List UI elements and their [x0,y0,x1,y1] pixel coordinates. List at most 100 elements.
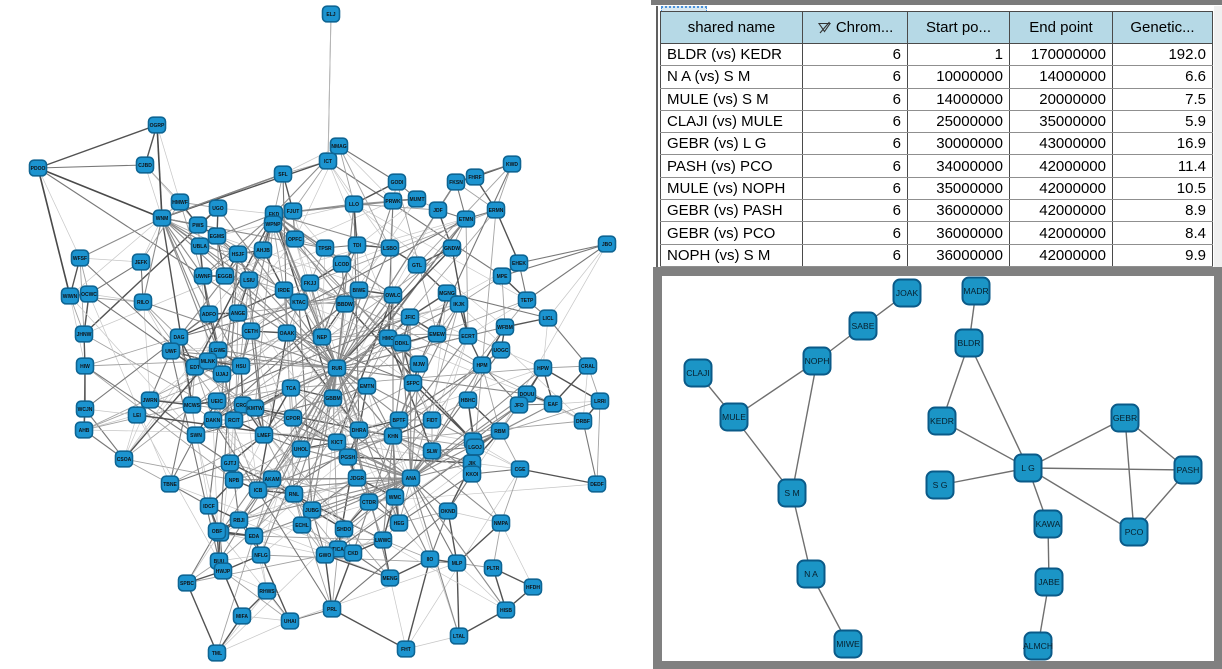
svg-text:EDT: EDT [190,365,200,371]
svg-text:CRGE: CRGE [236,403,251,409]
svg-text:NMAG: NMAG [331,144,346,150]
svg-text:TICA: TICA [332,547,344,553]
svg-text:HSJF: HSJF [232,252,245,258]
svg-text:MLP: MLP [452,561,463,567]
svg-text:ETMN: ETMN [459,217,474,223]
svg-text:OGRP: OGRP [150,123,165,129]
svg-text:DDKL: DDKL [395,341,409,347]
svg-text:PDOO: PDOO [31,166,46,172]
svg-text:ERMN: ERMN [489,208,504,214]
svg-text:ANGE: ANGE [231,311,246,317]
svg-text:JFIC: JFIC [405,315,416,321]
svg-text:NFLG: NFLG [254,553,268,559]
svg-text:KMTW: KMTW [247,406,263,412]
svg-text:EHEK: EHEK [512,261,526,267]
svg-text:TDI: TDI [353,243,362,249]
svg-text:UWNF: UWNF [196,274,211,280]
svg-text:MPE: MPE [497,274,509,280]
svg-text:S M: S M [784,488,799,498]
svg-text:SLW: SLW [427,449,438,455]
svg-text:NPB: NPB [229,478,240,484]
svg-text:NEP: NEP [317,335,328,341]
svg-text:HPM: HPM [476,363,487,369]
svg-text:KKOI: KKOI [466,472,479,478]
svg-text:DAG: DAG [173,335,184,341]
svg-text:CETH: CETH [244,329,258,335]
svg-text:MCWS: MCWS [184,403,200,409]
svg-text:MIWE: MIWE [836,639,860,649]
svg-text:GWO: GWO [319,553,332,559]
svg-text:TCA: TCA [286,386,297,392]
svg-text:WFBM: WFBM [497,325,513,331]
svg-text:OAAK: OAAK [280,331,295,337]
svg-text:JUBG: JUBG [305,508,319,514]
svg-text:IRDE: IRDE [278,288,291,294]
svg-text:HMC: HMC [382,336,394,342]
svg-text:KWD: KWD [506,162,518,168]
svg-text:GJTJ: GJTJ [224,461,237,467]
svg-text:MGNG: MGNG [439,291,455,297]
svg-text:DEDF: DEDF [590,482,604,488]
svg-text:CRAL: CRAL [581,364,595,370]
svg-text:EMTN: EMTN [360,384,375,390]
svg-text:FKSN: FKSN [449,180,463,186]
svg-text:BLDR: BLDR [958,338,981,348]
svg-text:JIK: JIK [468,461,476,467]
svg-text:FHT: FHT [401,647,411,653]
svg-text:KEDR: KEDR [930,416,954,426]
svg-text:HWJP: HWJP [216,569,231,575]
svg-text:LWWC: LWWC [375,538,391,544]
svg-text:WIWN: WIWN [63,294,78,300]
svg-text:JDF: JDF [433,208,442,214]
svg-text:PGSH: PGSH [341,455,356,461]
svg-text:RNL: RNL [289,492,299,498]
svg-text:MJW: MJW [413,362,425,368]
svg-text:UBLA: UBLA [193,244,207,250]
svg-text:FIDT: FIDT [426,418,437,424]
svg-text:RBJI: RBJI [233,518,245,524]
svg-text:JWRN: JWRN [143,398,158,404]
svg-text:IKJK: IKJK [453,302,465,308]
svg-text:LSIU: LSIU [243,278,255,284]
svg-text:ICB: ICB [254,488,263,494]
svg-text:NMPA: NMPA [494,521,509,527]
svg-text:LSBO: LSBO [383,246,397,252]
svg-text:JEFK: JEFK [135,260,148,266]
svg-text:AHJB: AHJB [256,248,270,254]
svg-text:S G: S G [933,480,948,490]
svg-text:L G: L G [1021,463,1035,473]
svg-text:BPTF: BPTF [392,418,405,424]
svg-text:NOPH: NOPH [805,356,830,366]
svg-text:UJAJ: UJAJ [216,372,229,378]
svg-text:GBBM: GBBM [325,396,340,402]
svg-text:WCJN: WCJN [78,407,93,413]
svg-text:BIWE: BIWE [352,288,366,294]
svg-text:DAKN: DAKN [206,418,221,424]
svg-text:EDA: EDA [249,534,260,540]
svg-text:FHRF: FHRF [468,175,481,181]
svg-text:KICT: KICT [331,440,343,446]
svg-text:LGWE: LGWE [211,348,227,354]
svg-text:RUR: RUR [332,366,343,372]
svg-text:UOGC: UOGC [494,348,509,354]
svg-text:UEIC: UEIC [211,399,223,405]
svg-text:EMEW: EMEW [429,332,445,338]
svg-text:GODI: GODI [391,180,404,186]
svg-text:WNM: WNM [156,216,169,222]
svg-text:OWLC: OWLC [385,293,401,299]
svg-text:JOAK: JOAK [896,288,919,298]
svg-text:SFL: SFL [278,172,287,178]
svg-text:JFD: JFD [514,403,524,409]
svg-text:MULE: MULE [722,412,746,422]
svg-text:TPSR: TPSR [318,246,332,252]
svg-text:SHDO: SHDO [337,527,352,533]
svg-text:ECRT: ECRT [461,334,475,340]
svg-text:HSU: HSU [236,364,247,370]
svg-text:MUMT: MUMT [410,197,425,203]
svg-text:UWF: UWF [165,349,176,355]
svg-text:HMWF: HMWF [172,200,188,206]
svg-text:ADFO: ADFO [202,312,216,318]
svg-text:LEI: LEI [133,413,141,419]
svg-text:LGOJ: LGOJ [468,445,482,451]
svg-text:MLNK: MLNK [201,359,216,365]
